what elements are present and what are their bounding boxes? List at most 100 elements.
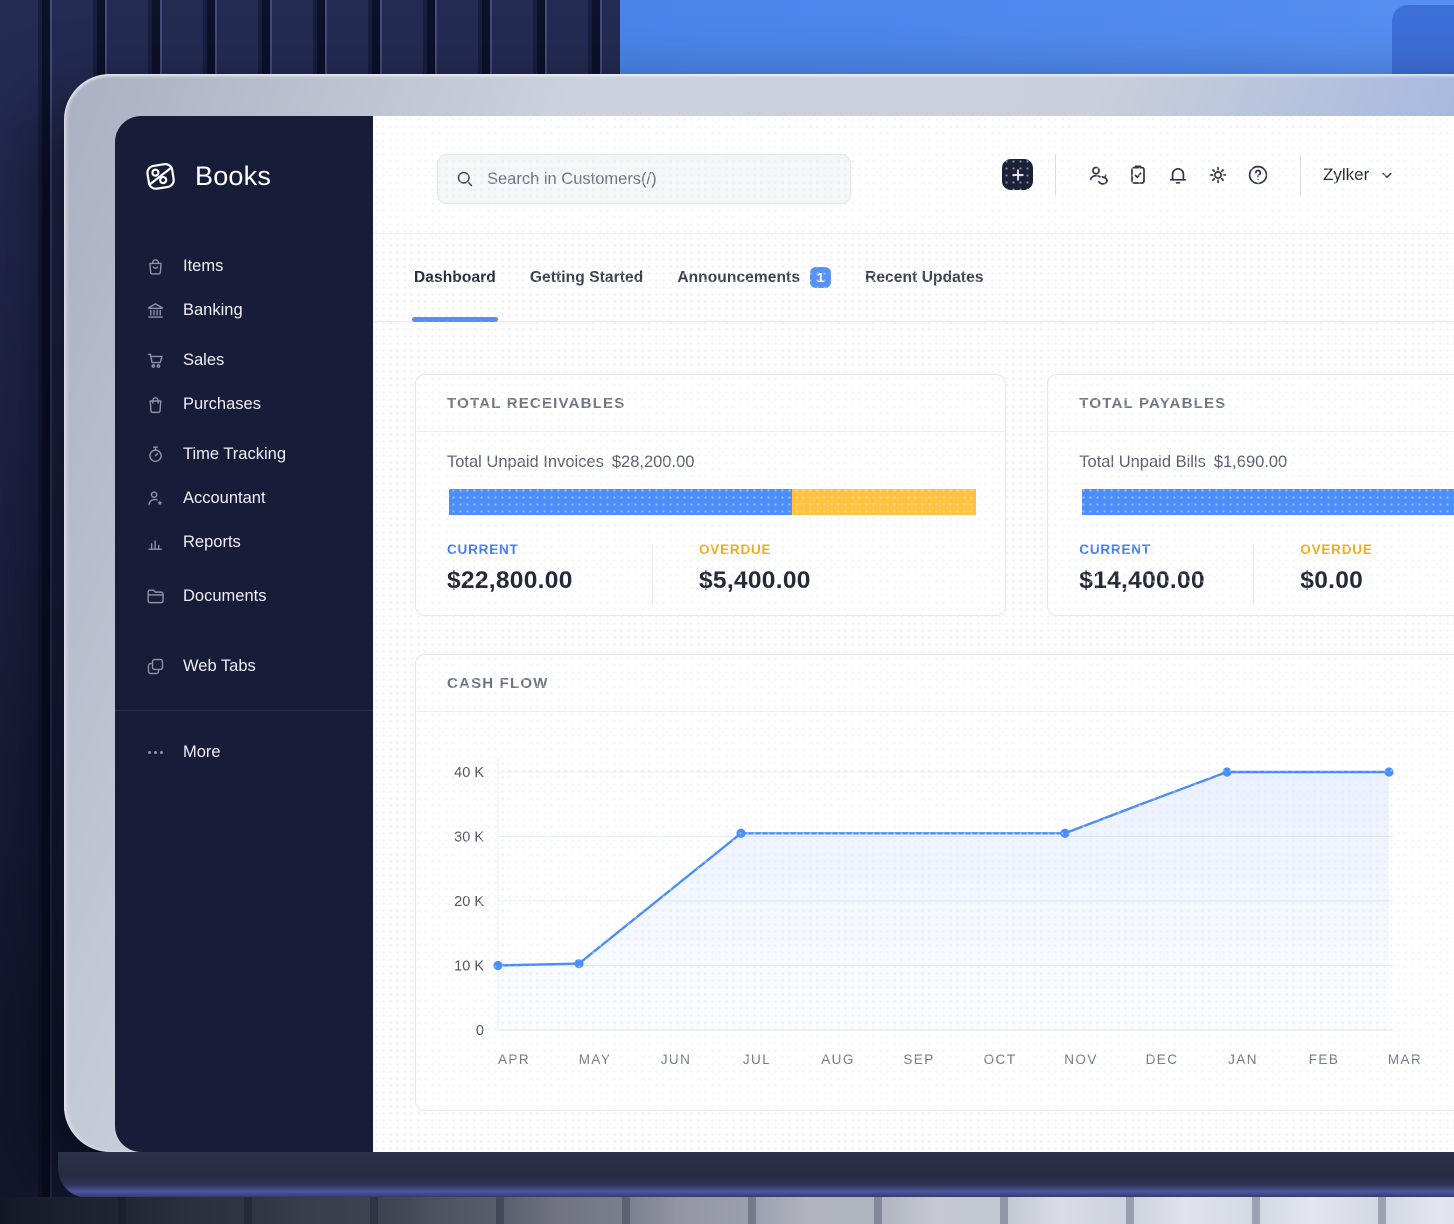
more-ellipsis-icon <box>145 742 166 763</box>
sidebar-item-label: Reports <box>183 532 241 551</box>
sidebar-item-time-tracking[interactable]: Time Tracking <box>145 440 373 468</box>
announcements-clipboard-icon[interactable] <box>1125 162 1151 188</box>
referral-users-icon[interactable] <box>1085 162 1111 188</box>
banking-bank-icon <box>145 300 166 321</box>
sidebar-group: Documents <box>115 582 373 610</box>
svg-text:AUG: AUG <box>821 1052 854 1067</box>
overdue-stat: OVERDUE $0.00 <box>1300 542 1373 594</box>
sidebar-item-label: Web Tabs <box>183 656 256 675</box>
sidebar-group: Sales Purchases <box>115 346 373 418</box>
settings-gear-icon[interactable] <box>1205 162 1231 188</box>
unpaid-summary: Total Unpaid Bills $1,690.00 <box>1079 453 1288 471</box>
sidebar-item-web-tabs[interactable]: Web Tabs <box>145 652 373 680</box>
card-title: TOTAL PAYABLES <box>1048 375 1454 432</box>
reports-bar-chart-icon <box>145 532 166 553</box>
dashboard-content: TOTAL RECEIVABLES Total Unpaid Invoices … <box>373 322 1454 1111</box>
sidebar-item-label: Banking <box>183 300 243 319</box>
tab-label: Dashboard <box>414 268 496 286</box>
laptop-deck <box>58 1152 1454 1198</box>
svg-text:OCT: OCT <box>984 1052 1017 1067</box>
app-title: Books <box>195 160 272 191</box>
svg-text:FEB: FEB <box>1309 1052 1339 1067</box>
sidebar: Books Items Banking Sales Purchases Time Tra… <box>115 116 373 1152</box>
chevron-down-icon <box>1378 166 1396 184</box>
purchases-shopping-bag-icon <box>145 394 166 415</box>
notifications-bell-icon[interactable] <box>1165 162 1191 188</box>
org-selector[interactable]: Zylker <box>1323 165 1396 185</box>
overdue-stat: OVERDUE $5,400.00 <box>699 542 811 594</box>
search-input[interactable] <box>487 169 850 189</box>
sidebar-item-label: Time Tracking <box>183 444 286 463</box>
svg-text:MAR: MAR <box>1388 1052 1422 1067</box>
topbar: Zylker <box>373 116 1454 234</box>
sidebar-item-purchases[interactable]: Purchases <box>145 390 373 418</box>
sidebar-group: Time Tracking Accountant Reports <box>115 440 373 556</box>
svg-text:10 K: 10 K <box>454 959 484 975</box>
cashflow-chart: 0 10 K 20 K 30 K 40 K APR MAY JUN JUL AUG SEP OCT NO… <box>416 712 1454 1112</box>
quick-create-button[interactable] <box>1002 159 1033 190</box>
card-title: TOTAL RECEIVABLES <box>416 375 1006 432</box>
current-stat: CURRENT $14,400.00 <box>1079 542 1205 594</box>
sidebar-item-reports[interactable]: Reports <box>145 528 373 556</box>
main-area: Zylker Dashboard Getting Started Announcem… <box>373 116 1454 1152</box>
svg-text:SEP: SEP <box>903 1052 934 1067</box>
sidebar-item-accountant[interactable]: Accountant <box>145 484 373 512</box>
sidebar-nav: Items Banking Sales Purchases Time Tracking A… <box>115 252 373 766</box>
payables-progress-bar <box>1082 489 1454 515</box>
sidebar-item-sales[interactable]: Sales <box>145 346 373 374</box>
sidebar-item-label: Items <box>183 256 224 275</box>
svg-text:0: 0 <box>476 1023 484 1039</box>
tab-dashboard[interactable]: Dashboard <box>412 234 498 322</box>
plus-icon <box>1009 166 1027 184</box>
svg-text:APR: APR <box>498 1052 530 1067</box>
sidebar-item-banking[interactable]: Banking <box>145 296 373 324</box>
org-name: Zylker <box>1323 164 1370 184</box>
web-tabs-windows-icon <box>145 656 166 677</box>
search-box[interactable] <box>437 154 851 204</box>
card-title: CASH FLOW <box>416 655 1454 712</box>
unpaid-summary: Total Unpaid Invoices $28,200.00 <box>447 453 695 471</box>
help-icon[interactable] <box>1245 162 1271 188</box>
search-icon <box>455 169 475 189</box>
books-logo-icon <box>140 156 180 196</box>
laptop-mockup: Books Items Banking Sales Purchases Time Tra… <box>64 74 1454 1152</box>
laptop-keyboard <box>0 1197 1454 1224</box>
app-window: Books Items Banking Sales Purchases Time Tra… <box>115 116 1454 1152</box>
svg-text:JUN: JUN <box>661 1052 691 1067</box>
sidebar-item-more[interactable]: More <box>145 738 373 766</box>
time-tracking-stopwatch-icon <box>145 444 166 465</box>
total-payables-card: TOTAL PAYABLES Total Unpaid Bills $1,690… <box>1047 374 1454 616</box>
current-segment <box>449 489 792 515</box>
tab-bar: Dashboard Getting Started Announcements 1 Re… <box>373 234 1454 322</box>
tab-label: Recent Updates <box>865 268 984 286</box>
sidebar-item-label: Accountant <box>183 488 266 507</box>
tab-announcements[interactable]: Announcements 1 <box>677 234 832 321</box>
current-segment <box>1082 489 1454 515</box>
svg-text:NOV: NOV <box>1064 1052 1097 1067</box>
tab-label: Announcements <box>677 268 801 286</box>
sidebar-item-label: Purchases <box>183 394 261 413</box>
svg-text:JUL: JUL <box>743 1052 771 1067</box>
stat-divider <box>1253 544 1255 604</box>
tab-getting-started[interactable]: Getting Started <box>530 234 643 321</box>
sidebar-item-items[interactable]: Items <box>145 252 373 280</box>
topbar-divider <box>1055 154 1056 195</box>
total-receivables-card: TOTAL RECEIVABLES Total Unpaid Invoices … <box>415 374 1007 616</box>
current-stat: CURRENT $22,800.00 <box>447 542 573 594</box>
sidebar-item-label: Documents <box>183 586 267 605</box>
stat-divider <box>652 544 653 604</box>
tab-badge: 1 <box>810 267 832 288</box>
svg-text:20 K: 20 K <box>454 894 484 910</box>
topbar-actions: Zylker <box>1002 116 1396 233</box>
receivables-progress-bar <box>449 489 977 515</box>
sales-cart-icon <box>145 350 166 371</box>
svg-text:JAN: JAN <box>1228 1052 1258 1067</box>
app-logo[interactable]: Books <box>140 156 373 196</box>
sidebar-item-label: More <box>183 742 221 761</box>
sidebar-item-documents[interactable]: Documents <box>145 582 373 610</box>
items-bag-icon <box>145 256 166 277</box>
svg-text:DEC: DEC <box>1146 1052 1179 1067</box>
tab-recent-updates[interactable]: Recent Updates <box>865 234 984 321</box>
cash-flow-card: CASH FLOW 0 10 K 20 K 30 K 40 K APR MAY JUN JUL A… <box>415 654 1454 1111</box>
